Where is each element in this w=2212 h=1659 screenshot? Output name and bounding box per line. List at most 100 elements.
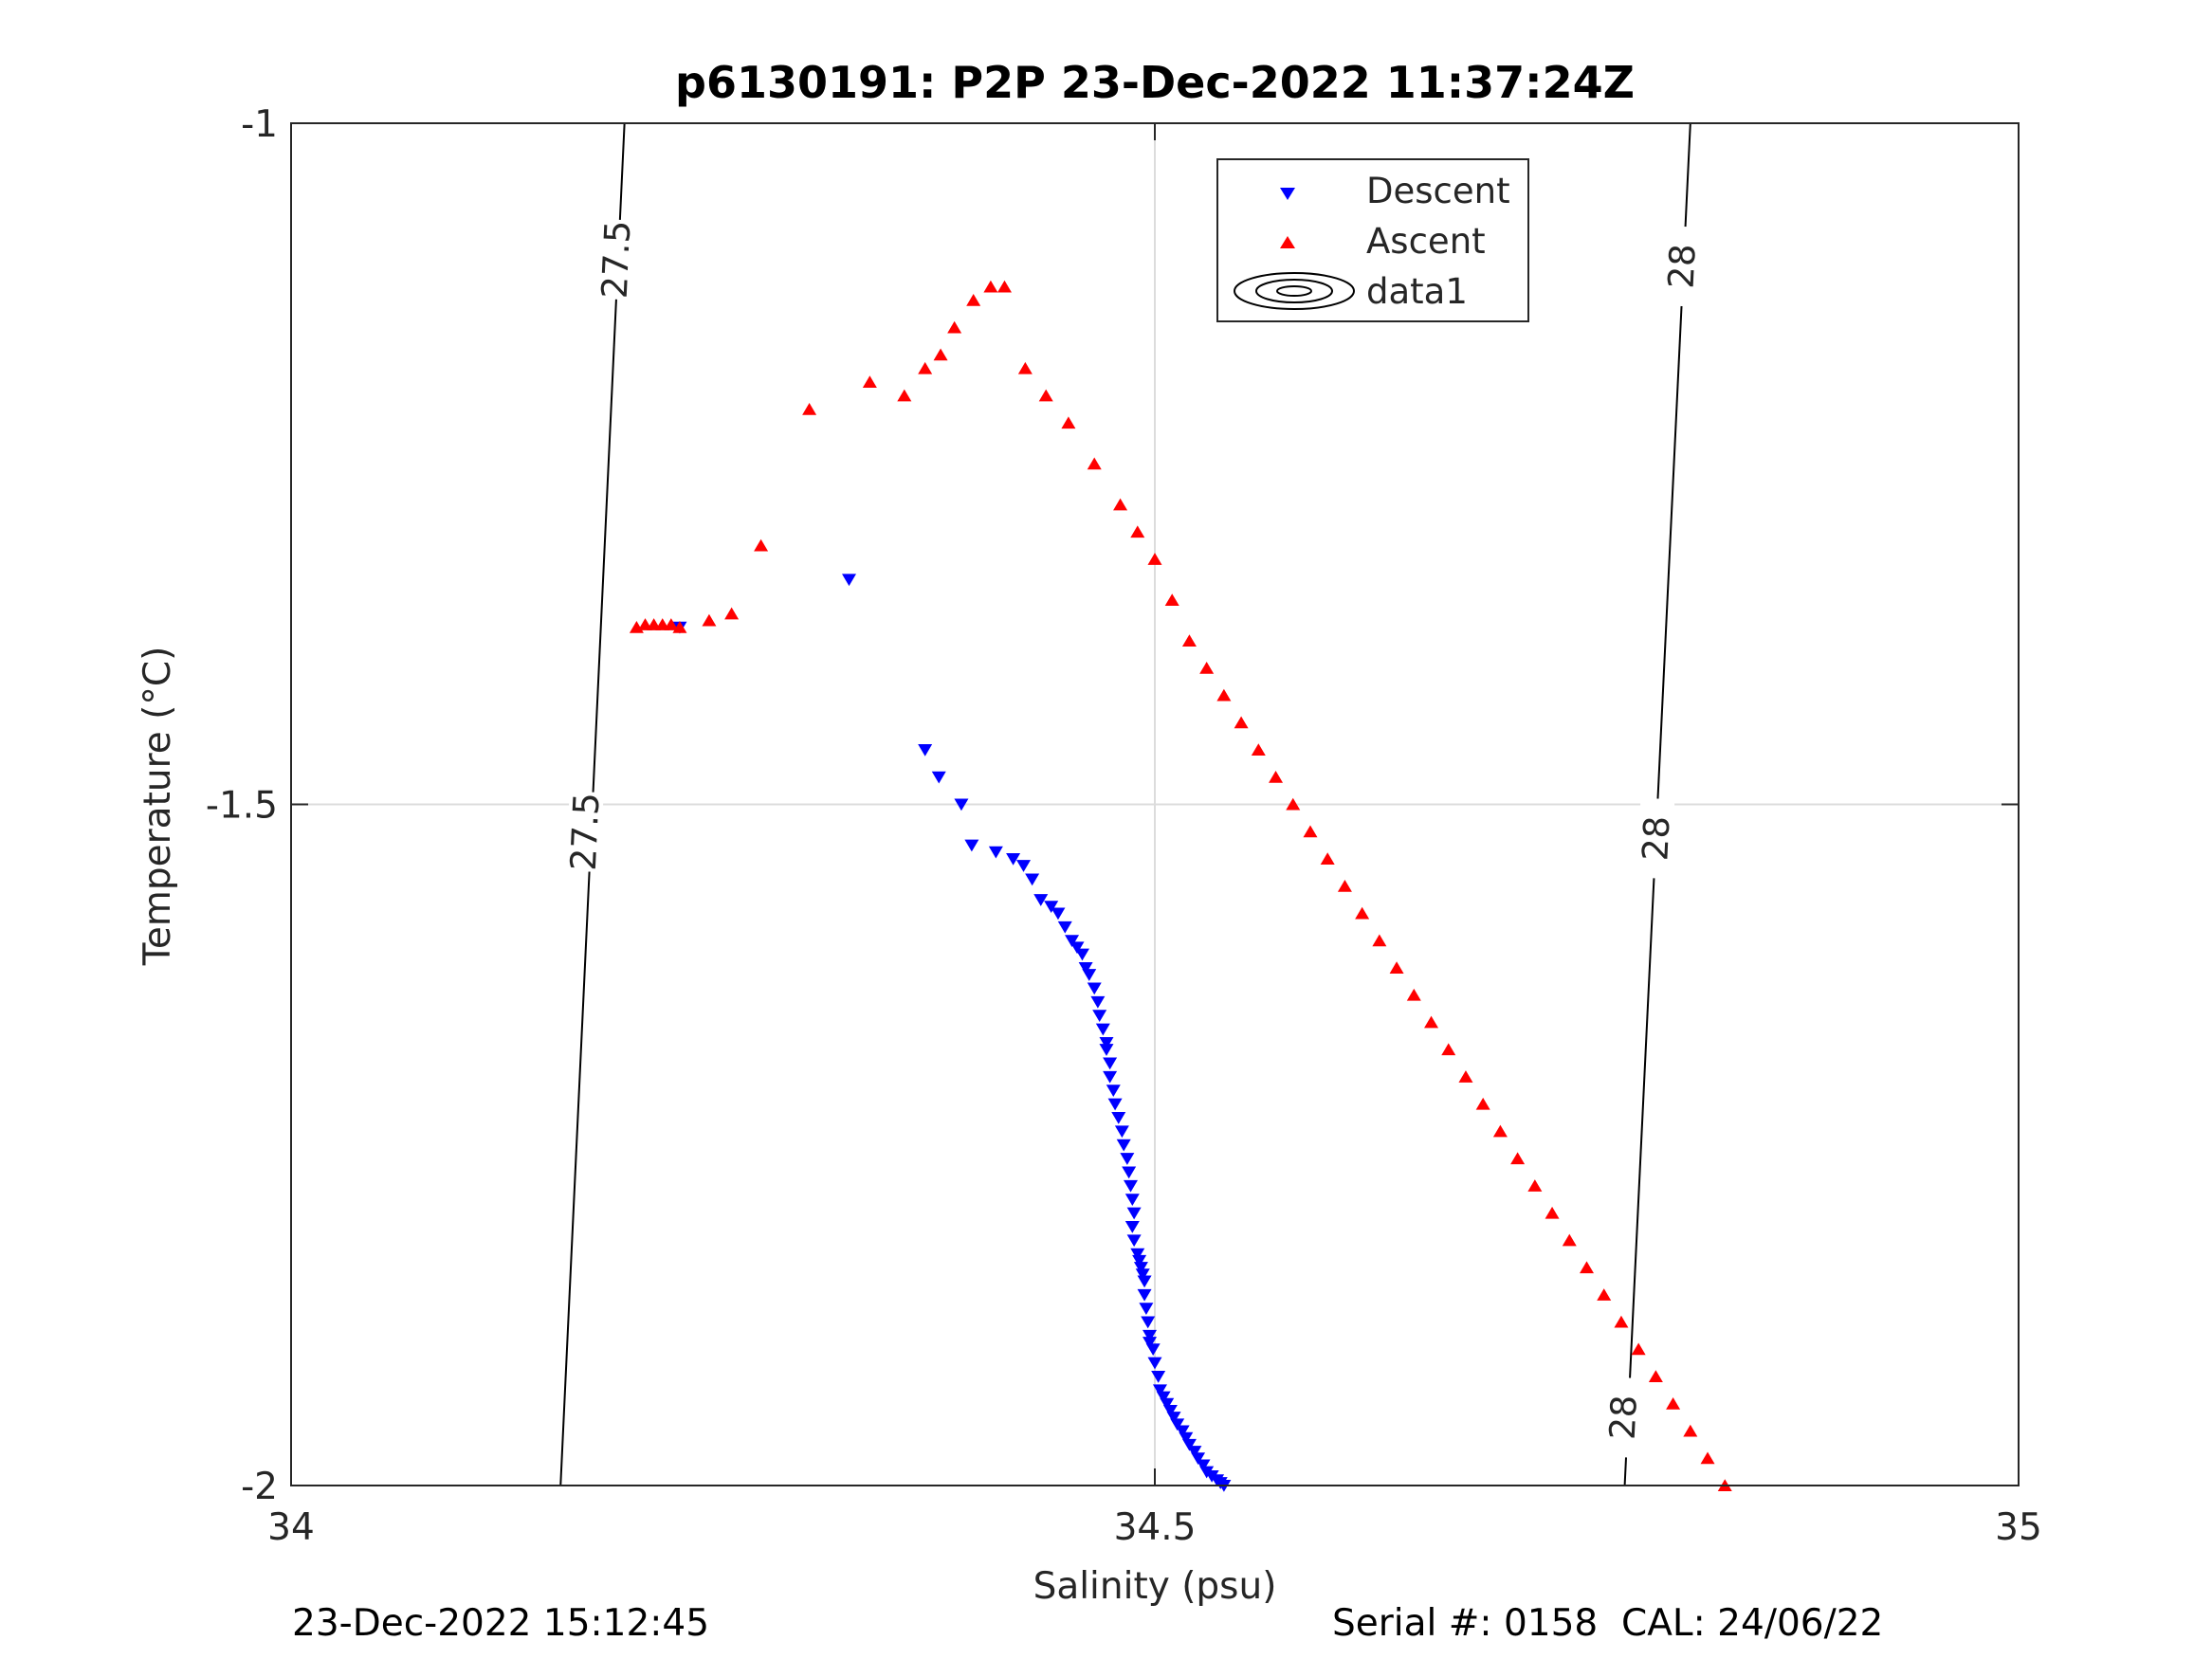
contour-label-27.5: 27.5 xyxy=(594,220,639,300)
ascent-point xyxy=(1372,934,1387,947)
descent-point xyxy=(1006,852,1021,866)
ascent-point xyxy=(1389,961,1404,974)
descent-point xyxy=(1156,1391,1171,1404)
descent-point xyxy=(1103,1070,1118,1084)
descent-point xyxy=(1133,1262,1148,1274)
descent-point xyxy=(1057,921,1072,934)
x-tick-label-0: 34 xyxy=(267,1506,315,1549)
legend-data1-label: data1 xyxy=(1366,271,1468,312)
ascent-point xyxy=(996,280,1012,293)
descent-point xyxy=(1074,948,1089,961)
ascent-point xyxy=(1700,1451,1715,1465)
descent-point xyxy=(842,574,857,587)
descent-point xyxy=(1139,1303,1154,1315)
series-ascent xyxy=(629,280,1732,1491)
legend-descent-marker xyxy=(1280,188,1295,200)
descent-point xyxy=(1116,1139,1131,1152)
descent-point xyxy=(1095,1023,1110,1036)
ascent-point xyxy=(802,403,817,415)
descent-point xyxy=(1069,941,1085,955)
descent-point xyxy=(964,839,979,852)
contour-label-mask xyxy=(1636,797,1675,880)
legend-box xyxy=(1216,158,1529,322)
ascent-point xyxy=(1303,825,1318,838)
ascent-point xyxy=(1251,743,1266,757)
ascent-point xyxy=(1510,1152,1526,1165)
descent-point xyxy=(1065,935,1080,947)
ascent-point xyxy=(1631,1342,1646,1356)
descent-point xyxy=(1181,1438,1197,1451)
y-tick-label-1: -1.5 xyxy=(206,785,278,828)
descent-point xyxy=(1123,1179,1138,1193)
descent-point xyxy=(1175,1425,1190,1438)
descent-point xyxy=(1106,1085,1121,1098)
contour-label-28: 28 xyxy=(1602,1395,1645,1441)
y-axis-label: Temperature (°C) xyxy=(137,647,179,967)
chart-title: p6130191: P2P 23-Dec-2022 11:37:24Z xyxy=(675,57,1635,108)
descent-point xyxy=(1120,1153,1135,1165)
ascent-point xyxy=(664,618,679,630)
descent-point xyxy=(1016,860,1032,872)
descent-point xyxy=(1145,1343,1161,1357)
descent-point xyxy=(1141,1316,1156,1329)
descent-point xyxy=(1092,1010,1107,1022)
legend-descent-label: Descent xyxy=(1366,171,1510,211)
descent-point xyxy=(1099,1044,1114,1056)
ascent-point xyxy=(933,348,948,361)
descent-point xyxy=(1025,873,1040,886)
ascent-point xyxy=(918,361,933,374)
ascent-point xyxy=(1130,525,1145,538)
descent-point xyxy=(1090,995,1106,1009)
descent-point xyxy=(1087,982,1102,995)
ascent-point xyxy=(1181,634,1197,647)
descent-point xyxy=(1033,894,1049,906)
descent-point xyxy=(988,846,1003,859)
descent-point xyxy=(1111,1112,1126,1124)
ascent-point xyxy=(1147,553,1162,565)
descent-point xyxy=(1099,1036,1114,1049)
descent-point xyxy=(931,771,946,784)
descent-point xyxy=(1078,961,1093,975)
plot-area: 27.5 27.5 28 28 28 34 34.5 35 -2 -1.5 -1 xyxy=(206,103,2042,1549)
descent-point xyxy=(1191,1452,1206,1466)
descent-point xyxy=(1166,1412,1181,1424)
ascent-point xyxy=(1286,797,1301,811)
descent-point xyxy=(1051,907,1066,921)
legend: Descent Ascent data1 xyxy=(1216,158,1529,322)
series-descent xyxy=(672,574,1232,1492)
contour-label-mask xyxy=(596,218,635,301)
ascent-point xyxy=(1562,1233,1577,1247)
ascent-point xyxy=(724,607,740,620)
descent-point xyxy=(1179,1431,1194,1445)
descent-point xyxy=(1130,1248,1145,1261)
descent-point xyxy=(1122,1166,1137,1179)
legend-contour-marker xyxy=(1234,272,1355,310)
descent-point xyxy=(1147,1357,1162,1370)
axis-ticks: 34 34.5 35 -2 -1.5 -1 xyxy=(206,103,2042,1549)
ascent-point xyxy=(1164,593,1179,606)
descent-point xyxy=(1152,1384,1167,1397)
legend-ascent-label: Ascent xyxy=(1366,221,1486,262)
descent-point xyxy=(1137,1288,1152,1302)
ascent-point xyxy=(947,320,962,334)
descent-point xyxy=(954,798,969,811)
descent-point xyxy=(1126,1207,1142,1220)
descent-point xyxy=(1143,1329,1158,1342)
ascent-point xyxy=(1337,879,1352,892)
ascent-point xyxy=(1038,389,1053,402)
contour-label-mask xyxy=(565,791,604,873)
x-axis-label: Salinity (psu) xyxy=(1033,1565,1277,1608)
descent-point xyxy=(1103,1057,1118,1070)
descent-point xyxy=(1143,1337,1158,1349)
footer-timestamp: 23-Dec-2022 15:12:45 xyxy=(292,1602,710,1645)
y-tick-label-2: -1 xyxy=(241,103,278,146)
descent-point xyxy=(1124,1194,1140,1206)
y-tick-label-0: -2 xyxy=(241,1466,278,1508)
contour-label-28: 28 xyxy=(1661,243,1704,289)
ascent-point xyxy=(1424,1015,1439,1029)
ascent-point xyxy=(1113,498,1128,511)
ascent-point xyxy=(1199,662,1215,674)
descent-point xyxy=(1151,1371,1166,1383)
descent-point xyxy=(1187,1446,1202,1458)
ascent-point xyxy=(1017,361,1033,374)
